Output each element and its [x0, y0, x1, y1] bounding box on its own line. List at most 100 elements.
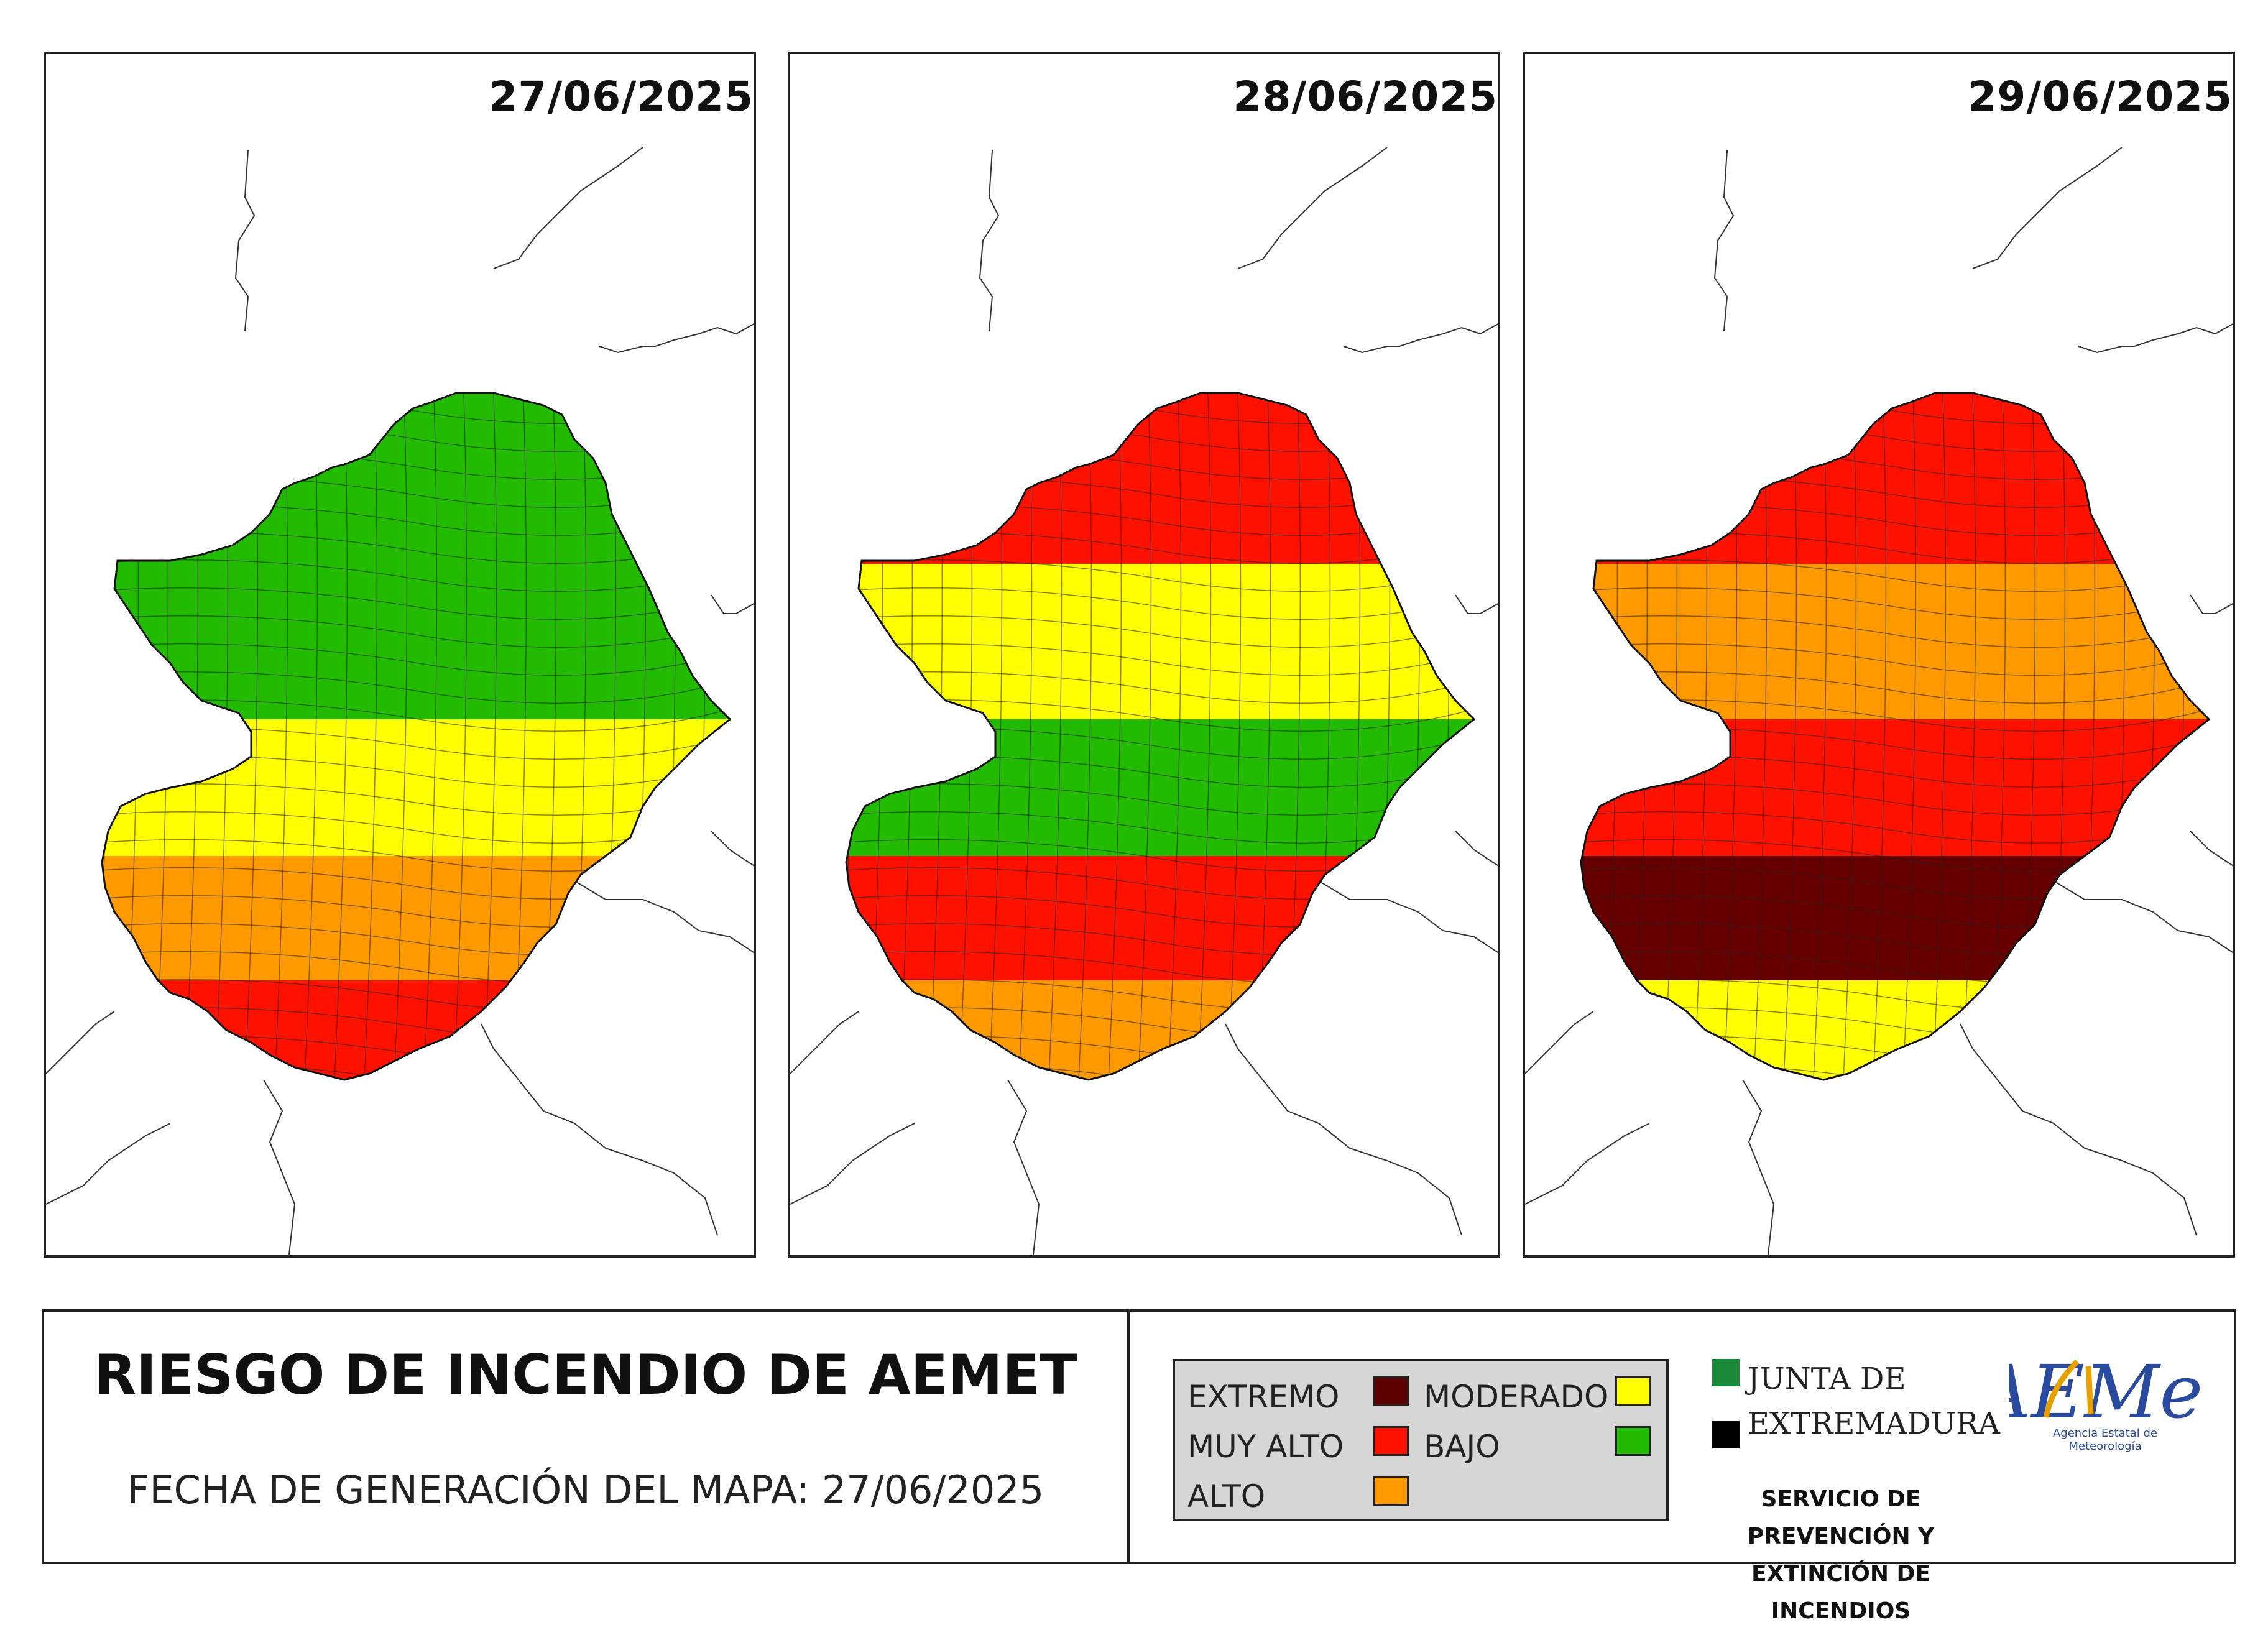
legend-label-muy-alto: MUY ALTO [1187, 1429, 1344, 1465]
neighbour-border [1455, 594, 1498, 614]
generation-date: FECHA DE GENERACIÓN DEL MAPA: 27/06/2025 [127, 1467, 1044, 1513]
neighbour-border [1237, 147, 1388, 269]
municipal-boundary [102, 393, 730, 396]
neighbour-border [1742, 1079, 1775, 1255]
municipal-boundary [1581, 615, 2209, 648]
junta-line-1: JUNTA DE [1748, 1361, 1906, 1396]
aemet-logo-icon: AEMet [2009, 1349, 2201, 1435]
neighbour-border [1713, 150, 1735, 331]
municipal-boundary [2201, 393, 2209, 1080]
risk-zone [1581, 719, 2209, 856]
municipal-boundary [869, 393, 883, 1080]
municipal-boundary [1604, 393, 1618, 1080]
neighbour-border [2053, 880, 2233, 953]
neighbour-border [1455, 831, 1498, 867]
service-label: SERVICIO DE PREVENCIÓN Y EXTINCIÓN DE IN… [1685, 1481, 1996, 1630]
neighbour-border [46, 1011, 115, 1074]
municipal-boundary [453, 393, 468, 1080]
map-date: 27/06/2025 [489, 73, 754, 121]
municipal-boundary [1962, 393, 1976, 1080]
risk-zone [102, 719, 730, 856]
municipal-boundary [846, 393, 854, 1080]
risk-regions [102, 393, 730, 1080]
municipal-boundary [102, 1063, 730, 1080]
risk-zone [102, 980, 730, 1080]
neighbour-border [1960, 1023, 2197, 1236]
region-outline [101, 392, 732, 1081]
legend-swatch-bajo [1615, 1426, 1651, 1456]
neighbour-border [1525, 1123, 1650, 1205]
municipal-boundary [846, 587, 1474, 620]
region-map [790, 147, 1500, 1255]
municipal-boundary [1581, 643, 2209, 676]
municipal-boundary [1466, 393, 1474, 1080]
municipal-boundary [1581, 393, 1588, 1080]
municipal-boundary [1581, 587, 2209, 620]
municipal-boundary [483, 393, 497, 1080]
risk-zone [1581, 393, 2209, 564]
legend-label-bajo: BAJO [1424, 1429, 1500, 1465]
municipal-boundary [1525, 308, 2235, 339]
neighbour-border [1007, 1079, 1040, 1255]
neighbour-border [979, 150, 1000, 331]
neighbour-border [711, 594, 754, 614]
risk-zone [846, 980, 1474, 1080]
neighbour-border [790, 1011, 859, 1074]
municipal-boundary [1197, 393, 1212, 1080]
municipal-boundary [846, 393, 1474, 396]
municipal-boundary [846, 643, 1474, 676]
municipal-boundary [846, 615, 1474, 648]
municipal-boundary [102, 643, 730, 676]
municipal-boundary [1227, 393, 1242, 1080]
municipal-boundary [790, 336, 1500, 367]
aemet-logo-text: AEMet [2009, 1349, 2201, 1435]
municipal-boundary [102, 393, 109, 1080]
map-date: 28/06/2025 [1233, 73, 1498, 121]
neighbour-border [1972, 147, 2123, 269]
municipal-boundary [125, 393, 139, 1080]
neighbour-border [263, 1079, 296, 1255]
risk-zone [1581, 564, 2209, 719]
neighbour-border [234, 150, 256, 331]
legend-swatch-moderado [1615, 1376, 1651, 1406]
footer-divider [1127, 1312, 1130, 1562]
aemet-subtitle: Agencia Estatal de Meteorología [2052, 1427, 2158, 1453]
neighbour-border [2190, 831, 2233, 867]
footer: RIESGO DE INCENDIO DE AEMET FECHA DE GEN… [42, 1309, 2236, 1624]
risk-regions [1525, 308, 2235, 1080]
municipal-boundary [102, 587, 730, 620]
region-outline [1580, 392, 2211, 1081]
neighbour-border [493, 147, 643, 269]
neighbour-border [2078, 323, 2233, 354]
risk-zone [102, 393, 730, 564]
neighbour-border [46, 1123, 171, 1205]
map-panel-day-3: 29/06/2025 [1523, 52, 2235, 1258]
municipal-boundary [1525, 336, 2235, 367]
municipal-boundary [102, 615, 730, 648]
legend-label-moderado: MODERADO [1424, 1379, 1609, 1415]
neighbour-border [599, 323, 754, 354]
region-map [1525, 147, 2235, 1255]
legend-swatch-alto [1373, 1476, 1409, 1506]
risk-zone [846, 719, 1474, 856]
neighbour-border [1525, 1011, 1594, 1074]
neighbour-border [711, 831, 754, 867]
legend-label-alto: ALTO [1187, 1478, 1266, 1514]
legend-swatch-extremo [1373, 1376, 1409, 1406]
junta-line-2: EXTREMADURA [1748, 1406, 2000, 1441]
neighbour-border [1318, 880, 1498, 953]
neighbour-border [2190, 594, 2233, 614]
risk-regions [790, 308, 1500, 1080]
map-date: 29/06/2025 [1968, 73, 2233, 121]
municipal-boundary [790, 308, 1500, 339]
map-title: RIESGO DE INCENDIO DE AEMET [94, 1343, 1077, 1407]
neighbour-border [574, 880, 754, 953]
risk-zone [846, 564, 1474, 719]
neighbour-border [1343, 323, 1498, 354]
risk-zone [1581, 980, 2209, 1080]
risk-zone [102, 564, 730, 719]
risk-legend: EXTREMO MUY ALTO ALTO MODERADO BAJO [1173, 1359, 1669, 1521]
legend-label-extremo: EXTREMO [1187, 1379, 1340, 1415]
municipal-boundary [1581, 1063, 2209, 1080]
junta-green-square-icon [1712, 1359, 1740, 1386]
